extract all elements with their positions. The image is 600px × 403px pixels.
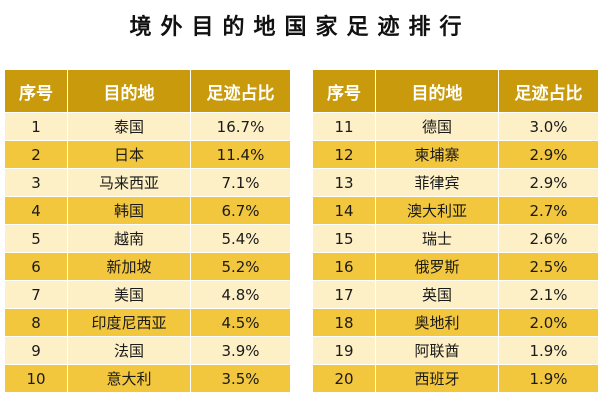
destination-cell: 菲律宾	[375, 168, 499, 197]
table-body-left: 1 泰国 16.7% 2 日本 11.4% 3 马来西亚 7.1% 4 韩国 6.7% 5 越南 5.4% 6…	[4, 112, 291, 393]
table-row: 5 越南 5.4%	[4, 224, 291, 253]
table-row: 2 日本 11.4%	[4, 140, 291, 169]
table-row: 4 韩国 6.7%	[4, 196, 291, 225]
table-body-right: 11 德国 3.0% 12 柬埔寨 2.9% 13 菲律宾 2.9% 14 澳大利亚 2.7% 15 瑞士…	[312, 112, 599, 393]
table-row: 13 菲律宾 2.9%	[312, 168, 599, 197]
page-title: 境外目的地国家足迹排行	[129, 15, 471, 40]
table-row: 16 俄罗斯 2.5%	[312, 252, 599, 281]
destination-cell: 英国	[375, 280, 499, 309]
header-destination: 目的地	[67, 69, 191, 113]
rank-cell: 12	[312, 140, 376, 169]
share-cell: 4.5%	[190, 308, 291, 337]
rank-cell: 16	[312, 252, 376, 281]
table-row: 17 英国 2.1%	[312, 280, 599, 309]
destination-cell: 美国	[67, 280, 191, 309]
rank-cell: 8	[4, 308, 68, 337]
rank-cell: 20	[312, 364, 376, 393]
destination-cell: 意大利	[67, 364, 191, 393]
table-row: 19 阿联酋 1.9%	[312, 336, 599, 365]
share-cell: 2.7%	[498, 196, 599, 225]
rank-cell: 7	[4, 280, 68, 309]
destination-cell: 日本	[67, 140, 191, 169]
share-cell: 3.0%	[498, 112, 599, 141]
share-cell: 3.5%	[190, 364, 291, 393]
share-cell: 2.9%	[498, 168, 599, 197]
table-row: 11 德国 3.0%	[312, 112, 599, 141]
share-cell: 2.1%	[498, 280, 599, 309]
table-row: 7 美国 4.8%	[4, 280, 291, 309]
destination-cell: 澳大利亚	[375, 196, 499, 225]
ranking-table-left: 序号 目的地 足迹占比 1 泰国 16.7% 2 日本 11.4% 3 马来西亚 7.1% 4 韩国…	[4, 69, 291, 393]
share-cell: 2.9%	[498, 140, 599, 169]
share-cell: 3.9%	[190, 336, 291, 365]
rank-cell: 18	[312, 308, 376, 337]
rank-cell: 9	[4, 336, 68, 365]
ranking-table-right: 序号 目的地 足迹占比 11 德国 3.0% 12 柬埔寨 2.9% 13 菲律宾 2.9% 14…	[312, 69, 599, 393]
share-cell: 5.2%	[190, 252, 291, 281]
destination-cell: 法国	[67, 336, 191, 365]
table-row: 9 法国 3.9%	[4, 336, 291, 365]
destination-cell: 马来西亚	[67, 168, 191, 197]
destination-cell: 印度尼西亚	[67, 308, 191, 337]
share-cell: 7.1%	[190, 168, 291, 197]
share-cell: 4.8%	[190, 280, 291, 309]
table-row: 8 印度尼西亚 4.5%	[4, 308, 291, 337]
table-row: 6 新加坡 5.2%	[4, 252, 291, 281]
table-row: 14 澳大利亚 2.7%	[312, 196, 599, 225]
destination-cell: 新加坡	[67, 252, 191, 281]
header-rank: 序号	[312, 69, 376, 113]
share-cell: 2.6%	[498, 224, 599, 253]
rank-cell: 1	[4, 112, 68, 141]
rank-cell: 2	[4, 140, 68, 169]
destination-cell: 阿联酋	[375, 336, 499, 365]
header-destination: 目的地	[375, 69, 499, 113]
rank-cell: 11	[312, 112, 376, 141]
share-cell: 16.7%	[190, 112, 291, 141]
rank-cell: 5	[4, 224, 68, 253]
rank-cell: 19	[312, 336, 376, 365]
share-cell: 5.4%	[190, 224, 291, 253]
share-cell: 2.0%	[498, 308, 599, 337]
rank-cell: 15	[312, 224, 376, 253]
share-cell: 6.7%	[190, 196, 291, 225]
table-row: 18 奥地利 2.0%	[312, 308, 599, 337]
destination-cell: 俄罗斯	[375, 252, 499, 281]
rank-cell: 6	[4, 252, 68, 281]
share-cell: 2.5%	[498, 252, 599, 281]
table-row: 20 西班牙 1.9%	[312, 364, 599, 393]
share-cell: 1.9%	[498, 364, 599, 393]
share-cell: 11.4%	[190, 140, 291, 169]
rank-cell: 3	[4, 168, 68, 197]
table-row: 10 意大利 3.5%	[4, 364, 291, 393]
destination-cell: 韩国	[67, 196, 191, 225]
destination-cell: 奥地利	[375, 308, 499, 337]
header-share: 足迹占比	[190, 69, 291, 113]
table-row: 15 瑞士 2.6%	[312, 224, 599, 253]
destination-cell: 西班牙	[375, 364, 499, 393]
destination-cell: 德国	[375, 112, 499, 141]
table-row: 1 泰国 16.7%	[4, 112, 291, 141]
share-cell: 1.9%	[498, 336, 599, 365]
header-rank: 序号	[4, 69, 68, 113]
rank-cell: 10	[4, 364, 68, 393]
destination-cell: 柬埔寨	[375, 140, 499, 169]
destination-cell: 越南	[67, 224, 191, 253]
table-row: 3 马来西亚 7.1%	[4, 168, 291, 197]
rank-cell: 4	[4, 196, 68, 225]
table-row: 12 柬埔寨 2.9%	[312, 140, 599, 169]
table-header-row: 序号 目的地 足迹占比	[312, 69, 599, 113]
rank-cell: 17	[312, 280, 376, 309]
rank-cell: 14	[312, 196, 376, 225]
destination-cell: 瑞士	[375, 224, 499, 253]
rank-cell: 13	[312, 168, 376, 197]
header-share: 足迹占比	[498, 69, 599, 113]
destination-cell: 泰国	[67, 112, 191, 141]
table-header-row: 序号 目的地 足迹占比	[4, 69, 291, 113]
